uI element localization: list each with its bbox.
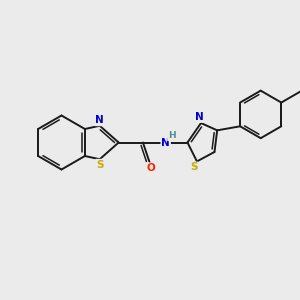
Text: N: N	[195, 112, 204, 122]
Text: N: N	[95, 116, 104, 125]
Text: S: S	[190, 162, 198, 172]
Text: O: O	[147, 163, 156, 173]
Text: S: S	[96, 160, 103, 170]
Text: N: N	[161, 137, 170, 148]
Text: H: H	[168, 131, 176, 140]
